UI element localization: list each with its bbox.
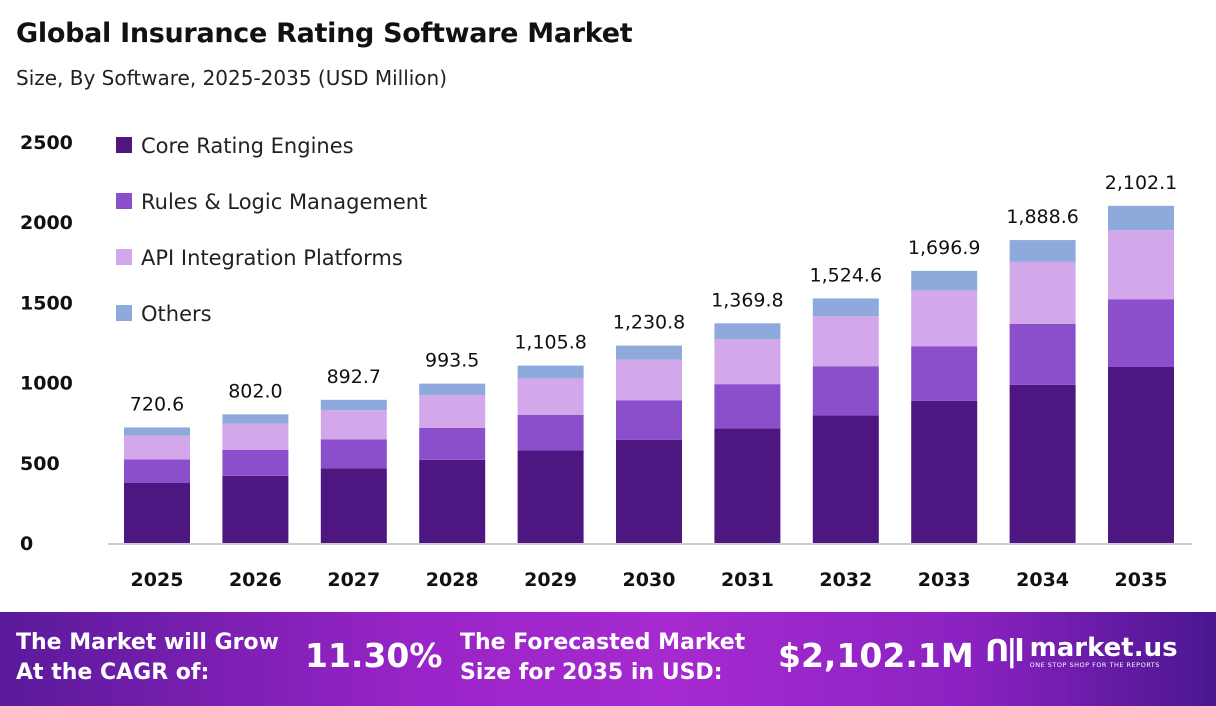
total-data-label: 2,102.1 bbox=[1105, 172, 1178, 194]
logo-tagline: ONE STOP SHOP FOR THE REPORTS bbox=[1029, 660, 1160, 669]
bar-segment-others bbox=[1009, 240, 1076, 262]
bar-segment-rules-logic-management bbox=[1009, 323, 1076, 385]
x-tick-label: 2028 bbox=[426, 569, 479, 591]
bar-segment-core-rating-engines bbox=[320, 468, 387, 543]
bar-segment-rules-logic-management bbox=[1108, 299, 1174, 367]
bar-segment-core-rating-engines bbox=[1108, 366, 1174, 543]
bar-segment-api-integration-platforms bbox=[714, 339, 781, 385]
logo-icon: ᑎ|l bbox=[985, 634, 1025, 669]
bar-segment-others bbox=[320, 399, 387, 411]
total-data-label: 1,696.9 bbox=[908, 237, 981, 259]
bar-segment-api-integration-platforms bbox=[1108, 230, 1174, 300]
legend-label: Rules & Logic Management bbox=[141, 190, 427, 214]
bar-segment-rules-logic-management bbox=[124, 459, 190, 483]
x-tick-label: 2032 bbox=[819, 569, 872, 591]
bar-segment-rules-logic-management bbox=[911, 346, 978, 401]
bar-segment-api-integration-platforms bbox=[124, 435, 190, 460]
marketus-logo: ᑎ|l market.us ONE STOP SHOP FOR THE REPO… bbox=[985, 634, 1178, 669]
total-data-label: 720.6 bbox=[130, 393, 184, 415]
legend-swatch bbox=[116, 137, 132, 153]
bar-segment-api-integration-platforms bbox=[419, 395, 486, 428]
bar-segment-rules-logic-management bbox=[320, 439, 387, 469]
bar-segment-api-integration-platforms bbox=[812, 316, 879, 367]
x-tick-label: 2030 bbox=[623, 569, 676, 591]
bar-segment-core-rating-engines bbox=[419, 459, 486, 543]
bar-segment-rules-logic-management bbox=[517, 414, 584, 451]
legend-label: Core Rating Engines bbox=[141, 134, 354, 158]
bar-segment-others bbox=[222, 414, 289, 424]
chart-subtitle: Size, By Software, 2025-2035 (USD Millio… bbox=[16, 66, 448, 90]
cagr-label: The Market will Grow At the CAGR of: bbox=[16, 630, 279, 685]
bar-segment-rules-logic-management bbox=[419, 427, 486, 460]
bar-segment-core-rating-engines bbox=[517, 450, 584, 543]
x-tick-label: 2035 bbox=[1115, 569, 1168, 591]
bar-segment-core-rating-engines bbox=[124, 482, 190, 543]
bar-segment-api-integration-platforms bbox=[222, 423, 289, 451]
bar-segment-rules-logic-management bbox=[616, 400, 682, 440]
x-tick-label: 2033 bbox=[918, 569, 971, 591]
bar-segment-api-integration-platforms bbox=[616, 359, 682, 401]
bar-segment-others bbox=[616, 345, 682, 360]
bar-segment-core-rating-engines bbox=[911, 400, 978, 543]
total-data-label: 802.0 bbox=[228, 380, 282, 402]
bar-segment-core-rating-engines bbox=[616, 439, 682, 543]
x-tick-label: 2026 bbox=[229, 569, 282, 591]
y-tick-label: 1000 bbox=[20, 373, 73, 395]
bar-segment-core-rating-engines bbox=[222, 475, 289, 543]
bar-segment-others bbox=[1108, 205, 1174, 231]
bar-segment-api-integration-platforms bbox=[320, 410, 387, 440]
forecast-label: The Forecasted Market Size for 2035 in U… bbox=[460, 630, 746, 685]
bar-segment-others bbox=[812, 298, 879, 317]
x-tick-label: 2027 bbox=[327, 569, 380, 591]
total-data-label: 1,369.8 bbox=[711, 289, 784, 311]
total-data-label: 1,105.8 bbox=[514, 332, 587, 354]
total-data-label: 993.5 bbox=[425, 350, 479, 372]
bar-segment-core-rating-engines bbox=[714, 428, 781, 543]
total-data-label: 892.7 bbox=[327, 366, 381, 388]
bar-segment-rules-logic-management bbox=[714, 384, 781, 429]
total-data-label: 1,230.8 bbox=[613, 312, 686, 334]
y-tick-label: 500 bbox=[20, 453, 60, 475]
y-tick-label: 0 bbox=[20, 533, 33, 555]
bar-segment-others bbox=[517, 365, 584, 379]
y-tick-label: 2500 bbox=[20, 132, 73, 154]
bar-segment-core-rating-engines bbox=[1009, 384, 1076, 543]
legend-label: Others bbox=[141, 302, 212, 326]
bar-segment-others bbox=[911, 270, 978, 291]
legend-swatch bbox=[116, 305, 132, 321]
forecast-value: $2,102.1M bbox=[778, 636, 974, 675]
total-data-label: 1,888.6 bbox=[1006, 206, 1079, 228]
chart-title: Global Insurance Rating Software Market bbox=[16, 18, 633, 49]
x-tick-label: 2031 bbox=[721, 569, 774, 591]
bar-segment-others bbox=[419, 383, 486, 396]
summary-banner: The Market will Grow At the CAGR of: 11.… bbox=[0, 612, 1216, 706]
cagr-value: 11.30% bbox=[305, 636, 443, 675]
bar-segment-others bbox=[714, 323, 781, 340]
x-tick-label: 2029 bbox=[524, 569, 577, 591]
bar-segment-rules-logic-management bbox=[222, 450, 289, 476]
y-tick-label: 1500 bbox=[20, 292, 73, 314]
x-tick-label: 2025 bbox=[131, 569, 184, 591]
bar-segment-core-rating-engines bbox=[812, 415, 879, 543]
chart: 0 500 1000 1500 2000 2500 720.6 2025 802.0 2026 89… bbox=[20, 132, 1192, 591]
bar-segment-others bbox=[124, 427, 190, 436]
legend-swatch bbox=[116, 193, 132, 209]
bar-segment-rules-logic-management bbox=[812, 366, 879, 416]
bar-segment-api-integration-platforms bbox=[517, 378, 584, 415]
x-tick-label: 2034 bbox=[1016, 569, 1069, 591]
y-tick-label: 2000 bbox=[20, 212, 73, 234]
legend-label: API Integration Platforms bbox=[141, 246, 403, 270]
legend-swatch bbox=[116, 249, 132, 265]
logo-name: market.us bbox=[1029, 632, 1178, 663]
total-data-label: 1,524.6 bbox=[810, 264, 883, 286]
bar-segment-api-integration-platforms bbox=[911, 290, 978, 347]
bar-segment-api-integration-platforms bbox=[1009, 261, 1076, 324]
